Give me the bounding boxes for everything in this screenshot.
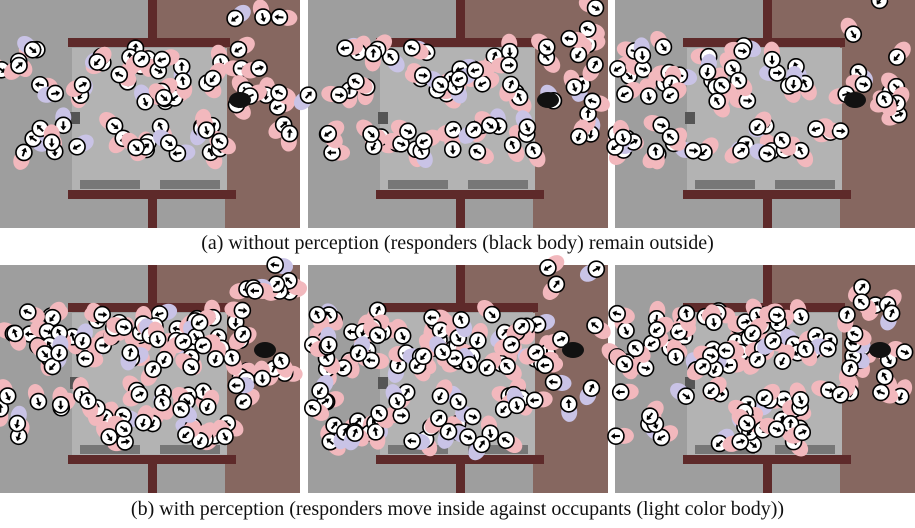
wall <box>148 0 157 47</box>
shelf <box>80 180 140 189</box>
wall <box>148 190 157 228</box>
shelf <box>160 180 220 189</box>
shelf <box>468 180 528 189</box>
caption-b: (b) with perception (responders move ins… <box>0 498 915 521</box>
page: (a) without perception (responders (blac… <box>0 0 915 528</box>
responder <box>537 92 559 108</box>
caption-a: (a) without perception (responders (blac… <box>0 232 915 255</box>
wall <box>148 455 157 493</box>
wall <box>148 265 157 312</box>
wall <box>456 455 465 493</box>
responder <box>254 342 276 358</box>
sim-panel <box>305 252 614 493</box>
sim-panel <box>290 0 612 228</box>
responder <box>562 342 584 358</box>
sim-panel <box>605 0 915 228</box>
responder <box>229 92 251 108</box>
shelf <box>388 180 448 189</box>
wall <box>763 0 772 47</box>
brick <box>770 0 915 38</box>
responder <box>844 92 866 108</box>
wall <box>456 0 465 47</box>
sim-panel <box>0 0 300 228</box>
responder <box>869 342 891 358</box>
sim-panel <box>0 257 309 493</box>
wall <box>456 190 465 228</box>
shelf <box>775 180 835 189</box>
wall <box>763 455 772 493</box>
shelf <box>695 180 755 189</box>
sim-panel <box>598 265 915 493</box>
door <box>378 377 388 389</box>
wall <box>763 190 772 228</box>
wall <box>456 265 465 312</box>
door <box>685 112 695 124</box>
door <box>378 112 388 124</box>
